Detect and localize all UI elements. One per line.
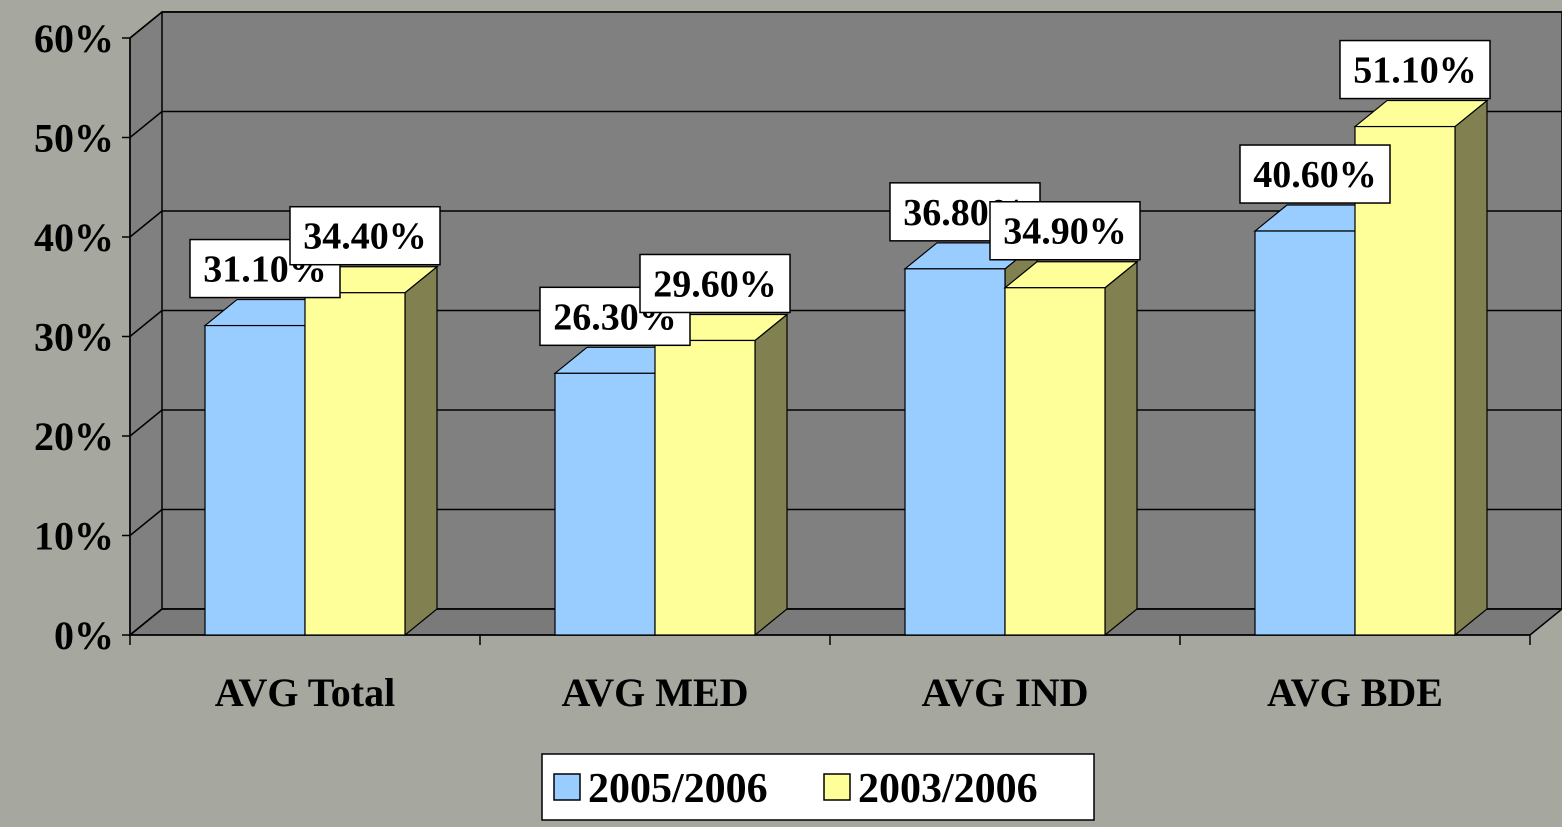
bar	[904, 268, 1006, 636]
data-label-box	[1339, 39, 1491, 100]
y-tick-label: 50%	[34, 116, 114, 161]
legend-swatch	[823, 773, 851, 801]
bar	[204, 324, 306, 636]
gridline-depth	[129, 11, 163, 39]
x-tick-label: AVG BDE	[1267, 670, 1443, 715]
bar	[1004, 287, 1106, 636]
y-tick-label: 10%	[34, 514, 114, 559]
legend-swatch	[553, 773, 581, 801]
data-label: 51.10%	[1353, 50, 1477, 92]
y-tick-label: 40%	[34, 215, 114, 260]
gridline-depth	[129, 608, 163, 636]
gridline-depth	[129, 110, 163, 139]
x-tick-label: AVG MED	[561, 670, 748, 715]
legend-label: 2003/2006	[858, 766, 1038, 812]
data-label: 34.90%	[1003, 211, 1127, 253]
bar-side	[1104, 260, 1138, 637]
legend	[541, 753, 1095, 821]
data-label-box	[639, 253, 791, 314]
bar-side	[1454, 99, 1488, 637]
bar	[1254, 230, 1356, 636]
bar	[554, 372, 656, 636]
bar	[304, 292, 406, 636]
gridline-depth	[129, 508, 163, 537]
data-label: 34.40%	[303, 216, 427, 258]
data-label-box	[1239, 144, 1391, 204]
y-tick-label: 0%	[54, 613, 114, 658]
gridline-depth	[129, 309, 163, 338]
legend-label: 2005/2006	[588, 766, 768, 812]
bar	[1354, 125, 1456, 636]
gridline-depth	[129, 210, 163, 238]
data-label: 29.60%	[653, 263, 777, 305]
y-tick-label: 20%	[34, 414, 114, 459]
y-tick-label: 60%	[34, 16, 114, 61]
y-tick-label: 30%	[34, 315, 114, 360]
bar	[654, 339, 756, 636]
data-label: 40.60%	[1253, 154, 1377, 196]
data-label-box	[989, 200, 1141, 261]
bar-side	[404, 265, 438, 637]
gridline-depth	[129, 409, 163, 437]
x-tick-label: AVG IND	[921, 670, 1088, 715]
data-label-box	[289, 205, 441, 266]
bar-side	[754, 313, 788, 637]
x-tick-label: AVG Total	[215, 670, 395, 715]
